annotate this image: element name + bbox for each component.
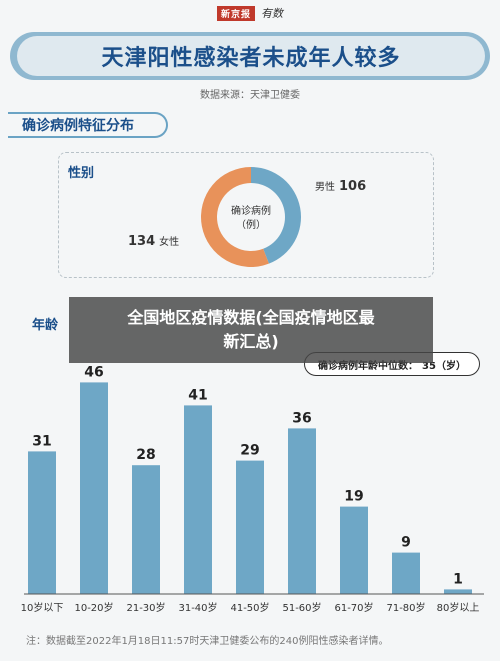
age-bar-chart: 31 46 28 41 29 36 19 9 1 10岁以下 10-20岁 21-30岁 31-40岁… xyxy=(21,364,484,614)
x-tick-label: 10岁以下 xyxy=(21,601,64,614)
x-tick-label: 10-20岁 xyxy=(74,601,113,614)
bar-value-label: 1 xyxy=(453,571,463,587)
page-title: 天津阳性感染者未成年人较多 xyxy=(101,46,401,71)
x-tick-label: 31-40岁 xyxy=(178,601,217,614)
x-tick-label: 41-50岁 xyxy=(230,601,269,614)
bar xyxy=(392,552,420,594)
bar xyxy=(444,589,472,594)
x-tick-label: 61-70岁 xyxy=(334,601,373,614)
female-value: 134 xyxy=(128,234,156,249)
female-label: 女性 xyxy=(159,237,180,248)
masthead-sub: 有数 xyxy=(261,7,283,20)
masthead: 新京报 有数 xyxy=(0,0,500,26)
median-label: 确诊病例年龄中位数： xyxy=(318,360,419,372)
section-heading: 确诊病例特征分布 xyxy=(8,112,168,138)
donut-center-line1: 确诊病例 xyxy=(231,204,271,217)
bar-value-label: 36 xyxy=(292,410,311,426)
overlay-banner: 全国地区疫情数据(全国疫情地区最 新汇总) xyxy=(69,297,433,363)
bar-value-label: 28 xyxy=(136,447,155,463)
title-inner: 天津阳性感染者未成年人较多 xyxy=(17,36,485,76)
footnote: 注：数据截至2022年1月18日11:57时天津卫健委公布的240例阳性感染者详… xyxy=(26,636,389,647)
gender-box xyxy=(58,152,434,278)
donut-slice-male xyxy=(251,167,301,264)
female-legend: 134 女性 xyxy=(128,233,179,249)
x-tick-label: 71-80岁 xyxy=(386,601,425,614)
age-label: 年龄 xyxy=(32,318,59,333)
overlay-line2: 新汇总) xyxy=(223,332,279,351)
bar xyxy=(184,405,212,594)
bar xyxy=(236,460,264,594)
bar-value-label: 46 xyxy=(84,364,103,380)
median-value: 35（岁） xyxy=(422,360,466,372)
data-source: 数据来源：天津卫健委 xyxy=(200,90,300,101)
bar-value-label: 9 xyxy=(401,535,411,551)
bar xyxy=(80,382,108,594)
donut-slice-female xyxy=(201,167,269,267)
donut-center-line2: （例） xyxy=(236,218,266,231)
x-tick-label: 51-60岁 xyxy=(282,601,321,614)
bar-value-label: 19 xyxy=(344,489,363,505)
bar xyxy=(132,465,160,594)
male-legend: 男性 106 xyxy=(315,178,366,194)
masthead-logo: 新京报 xyxy=(216,5,255,21)
bar xyxy=(288,428,316,594)
x-tick-label: 21-30岁 xyxy=(126,601,165,614)
bar-value-label: 29 xyxy=(240,443,259,459)
x-tick-label: 80岁以上 xyxy=(437,601,480,614)
bar-value-label: 41 xyxy=(188,387,207,403)
bar xyxy=(28,451,56,594)
bar xyxy=(340,506,368,594)
bar-value-label: 31 xyxy=(32,433,51,449)
gender-label: 性别 xyxy=(68,166,95,181)
male-label: 男性 xyxy=(315,182,335,193)
gender-donut: 确诊病例 （例） xyxy=(201,167,301,267)
male-value: 106 xyxy=(339,179,367,194)
overlay-line1: 全国地区疫情数据(全国疫情地区最 xyxy=(127,308,375,327)
